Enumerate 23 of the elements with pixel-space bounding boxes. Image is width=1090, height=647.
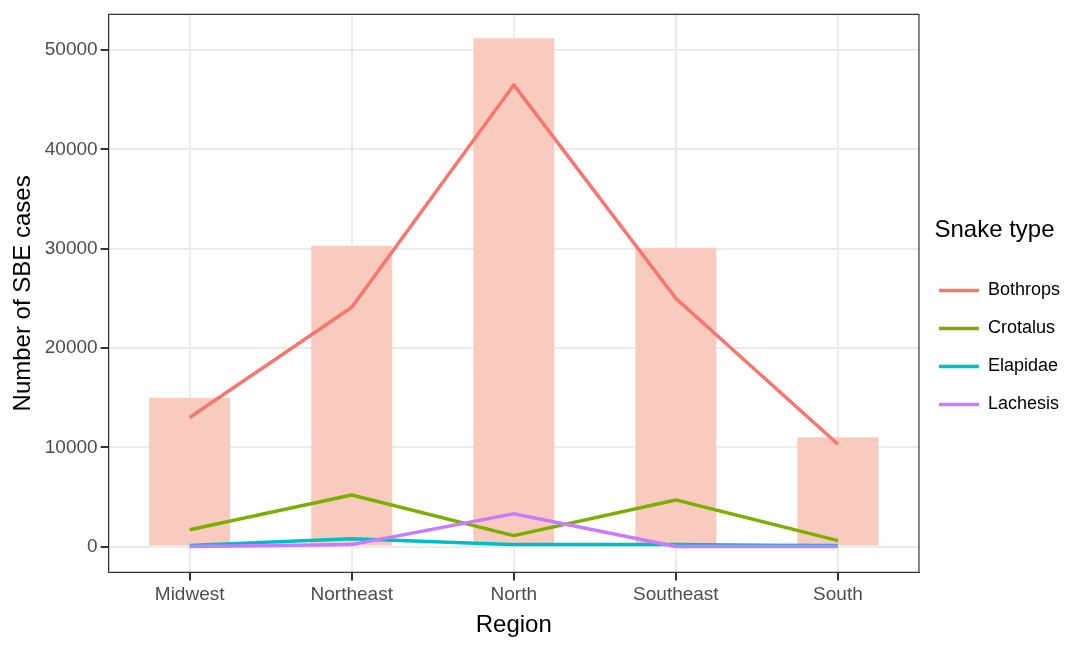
y-axis-title: Number of SBE cases bbox=[8, 175, 36, 412]
legend-label: Crotalus bbox=[987, 317, 1055, 338]
y-tick-label: 20000 bbox=[44, 336, 98, 358]
y-tick-label: 50000 bbox=[44, 38, 98, 60]
y-tick-label: 0 bbox=[87, 534, 98, 556]
x-tick-label: North bbox=[490, 583, 538, 605]
bar bbox=[311, 245, 393, 546]
x-tick-label: Midwest bbox=[154, 583, 226, 605]
y-tick-label: 40000 bbox=[44, 137, 98, 159]
bar bbox=[797, 437, 879, 546]
legend-label: Lachesis bbox=[987, 393, 1059, 414]
x-tick-label: Southeast bbox=[633, 583, 720, 605]
y-tick-label: 10000 bbox=[44, 435, 98, 457]
legend-label: Elapidae bbox=[987, 355, 1059, 376]
x-axis-title: Region bbox=[475, 610, 552, 638]
bar bbox=[635, 247, 717, 546]
legend-label: Bothrops bbox=[987, 279, 1060, 300]
x-tick-label: Northeast bbox=[310, 583, 394, 605]
bar bbox=[149, 397, 231, 546]
bar bbox=[473, 38, 555, 546]
x-tick-label: South bbox=[813, 583, 863, 605]
legend-title: Snake type bbox=[934, 215, 1055, 243]
y-tick-label: 30000 bbox=[44, 236, 98, 258]
